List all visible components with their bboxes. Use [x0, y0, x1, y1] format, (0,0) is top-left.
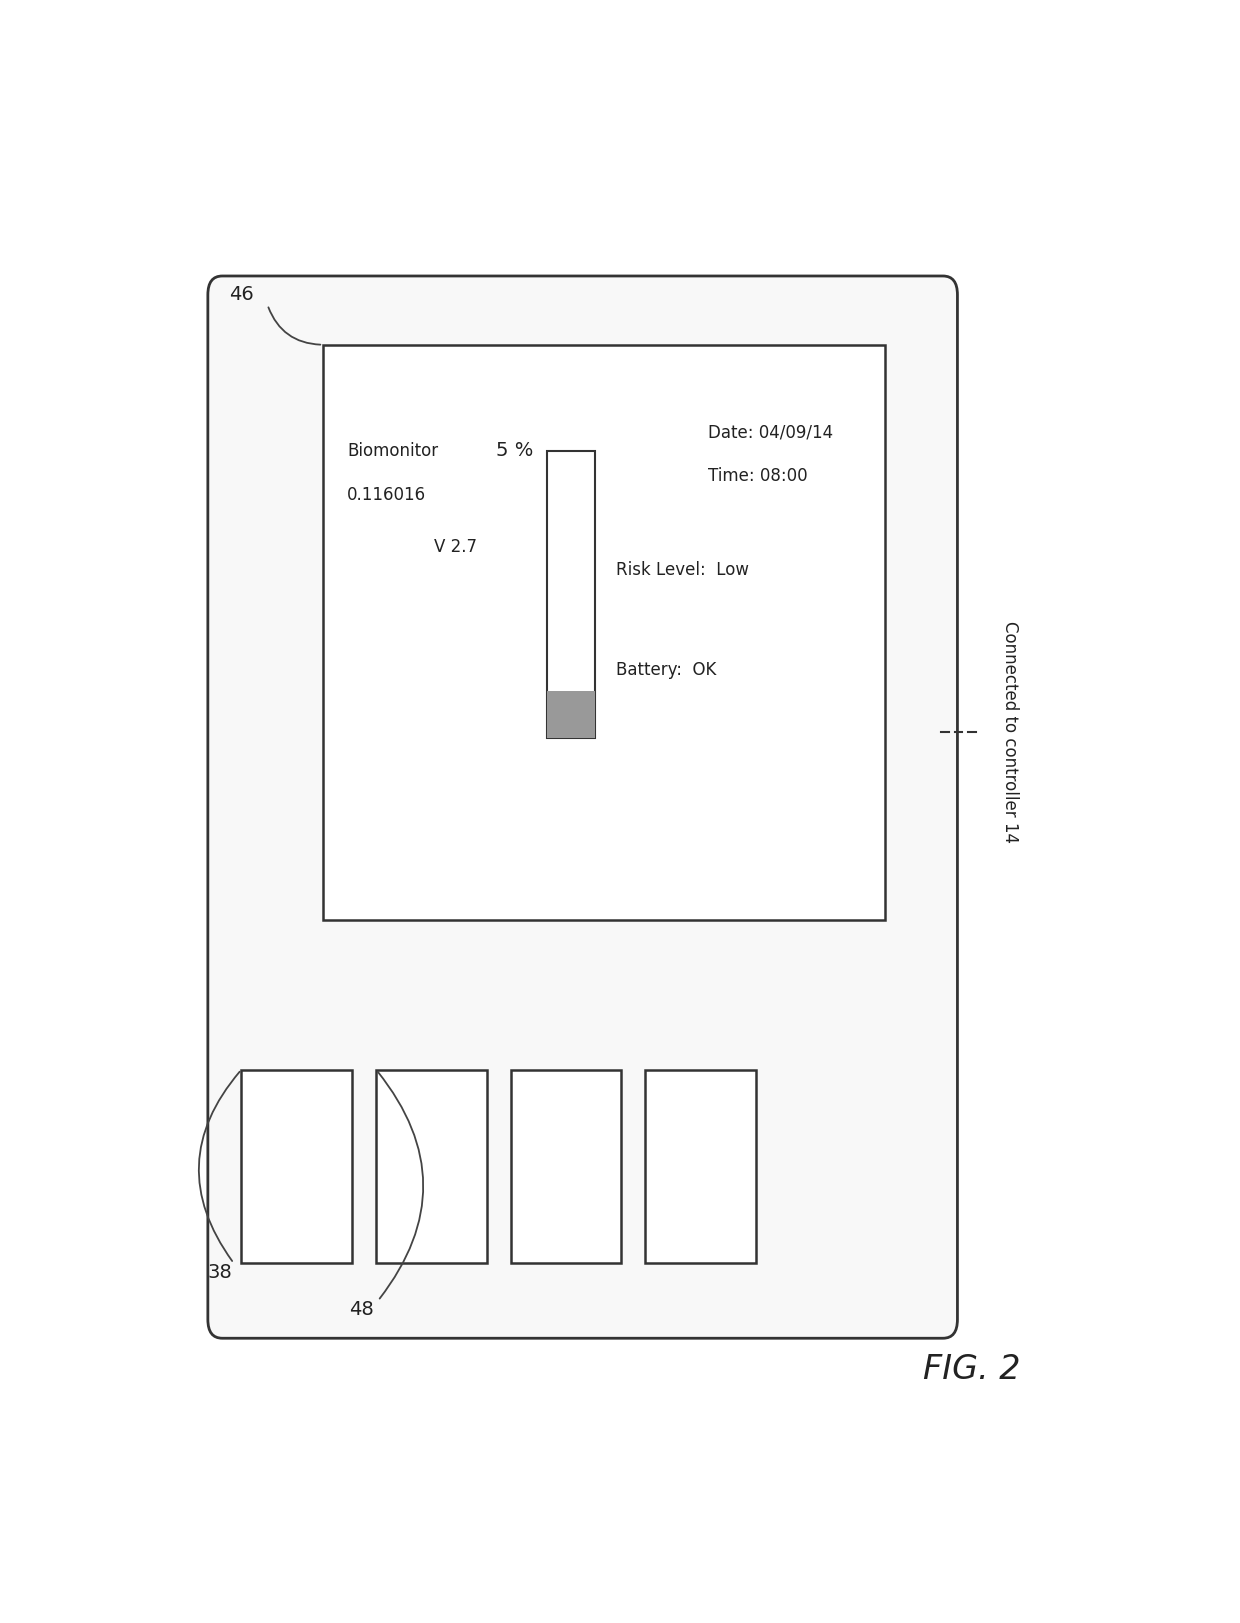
Text: V 2.7: V 2.7	[434, 539, 476, 557]
FancyBboxPatch shape	[208, 276, 957, 1339]
Text: FIG. 2: FIG. 2	[923, 1354, 1021, 1386]
Text: 5 %: 5 %	[496, 441, 533, 461]
Bar	[242, 1070, 352, 1263]
Bar	[511, 1070, 621, 1263]
Text: Biomonitor: Biomonitor	[347, 441, 438, 459]
Text: 48: 48	[350, 1300, 374, 1319]
Text: Risk Level:  Low: Risk Level: Low	[616, 560, 749, 579]
Text: 38: 38	[208, 1263, 233, 1282]
Bar	[645, 1070, 755, 1263]
Text: Connected to controller 14: Connected to controller 14	[1001, 622, 1019, 842]
Text: 46: 46	[229, 286, 254, 304]
Bar	[376, 1070, 486, 1263]
Text: Battery:  OK: Battery: OK	[616, 661, 717, 678]
Bar	[547, 691, 595, 738]
Bar	[547, 451, 595, 738]
Text: Date: 04/09/14: Date: 04/09/14	[708, 424, 833, 441]
Text: Time: 08:00: Time: 08:00	[708, 467, 807, 485]
Bar	[324, 344, 885, 920]
Text: 0.116016: 0.116016	[347, 485, 427, 503]
